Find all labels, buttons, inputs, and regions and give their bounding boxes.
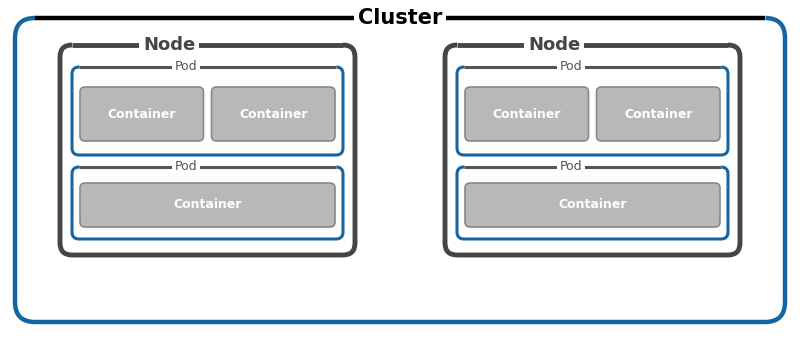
FancyBboxPatch shape xyxy=(80,183,335,227)
FancyBboxPatch shape xyxy=(72,67,343,155)
FancyBboxPatch shape xyxy=(15,18,785,322)
Text: Container: Container xyxy=(107,107,176,120)
Text: Container: Container xyxy=(624,107,693,120)
Text: Cluster: Cluster xyxy=(358,8,442,28)
FancyBboxPatch shape xyxy=(465,183,720,227)
FancyBboxPatch shape xyxy=(60,45,355,255)
FancyBboxPatch shape xyxy=(72,167,343,239)
Text: Pod: Pod xyxy=(559,61,582,73)
Text: Pod: Pod xyxy=(174,61,197,73)
Text: Container: Container xyxy=(174,199,242,211)
FancyBboxPatch shape xyxy=(211,87,335,141)
FancyBboxPatch shape xyxy=(597,87,720,141)
FancyBboxPatch shape xyxy=(445,45,740,255)
FancyBboxPatch shape xyxy=(457,67,728,155)
FancyBboxPatch shape xyxy=(80,87,203,141)
Text: Pod: Pod xyxy=(174,160,197,173)
Text: Container: Container xyxy=(239,107,307,120)
Text: Node: Node xyxy=(143,36,195,54)
Text: Node: Node xyxy=(528,36,580,54)
Text: Container: Container xyxy=(558,199,626,211)
FancyBboxPatch shape xyxy=(457,167,728,239)
FancyBboxPatch shape xyxy=(465,87,589,141)
Text: Pod: Pod xyxy=(559,160,582,173)
Text: Container: Container xyxy=(493,107,561,120)
